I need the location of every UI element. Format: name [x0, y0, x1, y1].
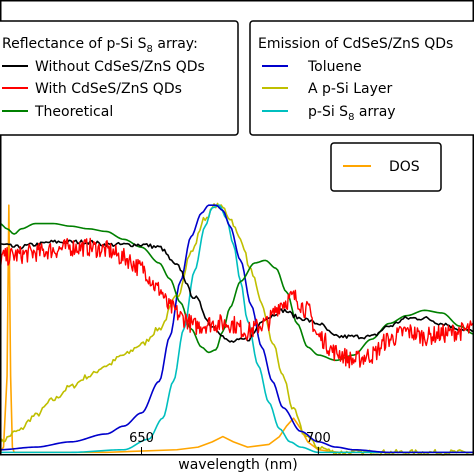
legend-emission: Emission of CdSeS/ZnS QDs Toluene A p-Si…	[249, 20, 474, 136]
legend-box	[0, 20, 239, 136]
legend-label-dos: DOS	[389, 159, 420, 175]
plot-frame	[0, 0, 474, 456]
series-line-toluene	[0, 204, 474, 454]
plot-curves	[0, 202, 474, 456]
x-tick-label: 650	[129, 431, 154, 446]
x-tick-label: 700	[306, 431, 331, 446]
legend-box	[249, 20, 474, 136]
series-line-dos	[0, 204, 474, 454]
legend-dos: DOS	[330, 142, 442, 192]
legend-label-theoretical: Theoretical	[34, 104, 113, 120]
legend-title: Reflectance of p-Si S8 array:	[2, 36, 198, 55]
legend-box	[330, 142, 442, 192]
legend-reflectance: Reflectance of p-Si S8 array: Without Cd…	[0, 20, 239, 136]
legend-label-layer: A p-Si Layer	[308, 81, 392, 97]
x-axis-label: wavelength (nm)	[178, 457, 297, 473]
legend-label-array: p-Si S8 array	[308, 104, 396, 123]
legend-label-without: Without CdSeS/ZnS QDs	[35, 59, 205, 75]
legend-title: Emission of CdSeS/ZnS QDs	[258, 36, 453, 52]
series-line-with	[0, 237, 474, 369]
legend-label-toluene: Toluene	[307, 59, 362, 75]
series-line-theoretical	[0, 222, 474, 362]
x-ticks: 650 700	[129, 431, 331, 455]
legend-label-with: With CdSeS/ZnS QDs	[35, 81, 182, 97]
